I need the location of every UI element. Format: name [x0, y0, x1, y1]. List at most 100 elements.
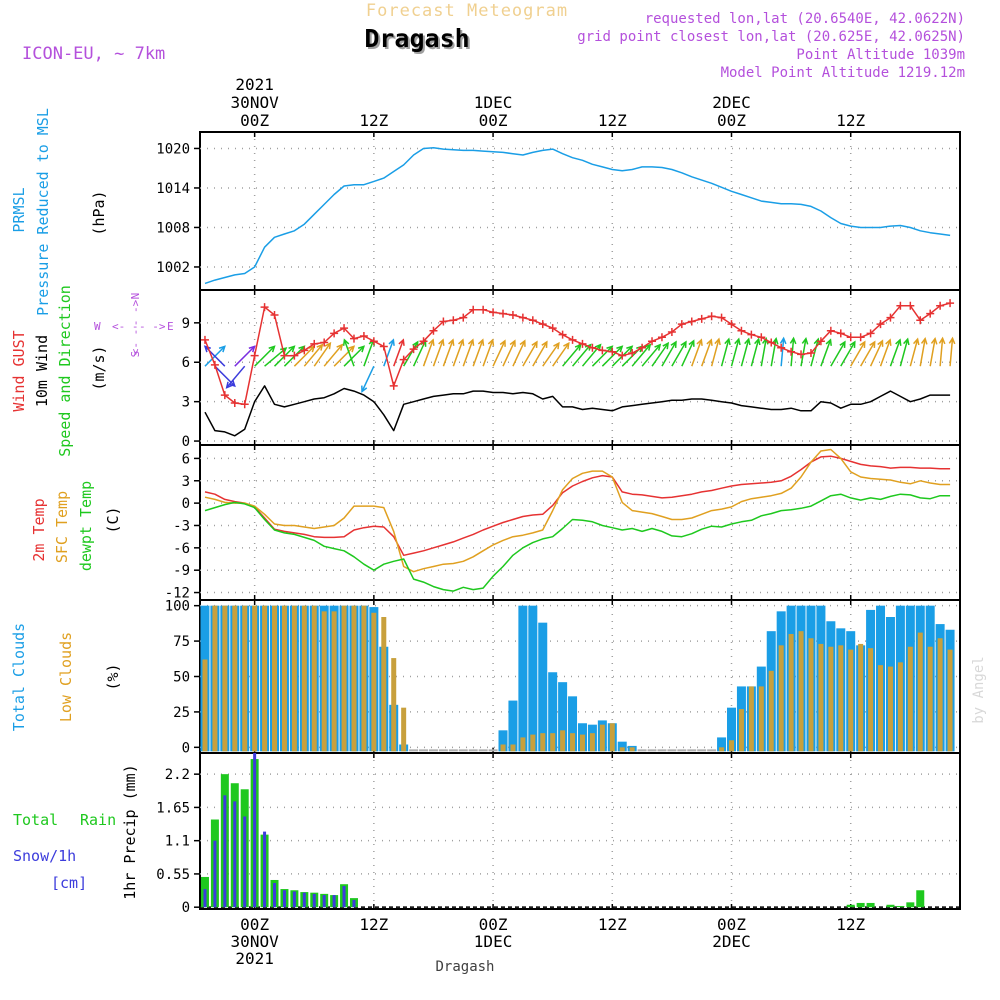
low-clouds-bar — [838, 645, 844, 752]
wind-unit: (m/s) — [90, 345, 108, 390]
snow-bar — [233, 801, 237, 908]
snow-bar — [302, 892, 306, 908]
series-2m-temp-line — [204, 455, 951, 557]
wind-arrow-head — [347, 345, 356, 353]
wind-direction-arrow — [750, 338, 760, 367]
wind-gust-marker — [429, 326, 438, 335]
wind-gust-marker — [826, 326, 835, 335]
low-clouds-bar — [212, 605, 218, 752]
low-clouds-bar — [947, 649, 953, 752]
total-clouds-bar — [727, 707, 737, 752]
wind-gust-marker — [816, 337, 825, 346]
wind-arrow-head — [948, 336, 956, 345]
wind-direction-arrow — [691, 339, 703, 367]
temp-2m-label: 2m Temp — [30, 498, 48, 561]
wind-gust-marker — [489, 308, 498, 317]
wind-arrow-head — [428, 338, 435, 346]
bottom-axis-label: 00Z — [240, 915, 269, 934]
snow-bar — [352, 899, 356, 908]
wind-gust-marker — [866, 329, 875, 338]
top-axis-label: 12Z — [359, 111, 388, 130]
wind-direction-arrow — [671, 341, 687, 367]
wind-arrow-head — [458, 338, 465, 346]
temp-unit: (C) — [104, 506, 122, 533]
wind-gust-marker — [727, 320, 736, 329]
wind-direction-arrow — [879, 339, 891, 367]
bottom-axis-label: 12Z — [836, 915, 865, 934]
wind-gust-marker — [946, 299, 955, 308]
clear-sky-bar — [438, 749, 448, 752]
wind-gust-marker — [479, 305, 488, 314]
grid-point-coords: grid point closest lon,lat (20.625E, 42.… — [577, 29, 965, 45]
low-clouds-bar — [272, 605, 278, 752]
watermark: by Angel — [971, 656, 987, 723]
low-clouds-bar — [589, 733, 595, 752]
wind-arrow-head — [913, 337, 920, 346]
wind-direction-arrow — [909, 338, 919, 367]
wind-panel: 0 3 6 9 — [182, 289, 961, 450]
wind-gust-marker — [667, 328, 676, 337]
chart-subtitle: Forecast Meteogram — [366, 1, 568, 21]
wind-direction-arrow — [730, 338, 740, 367]
y-tick-label: 0 — [182, 900, 190, 916]
total-clouds-label: Total Clouds — [10, 623, 28, 731]
wind-gust-marker — [260, 303, 269, 312]
wind-direction-arrow — [403, 341, 419, 367]
total-clouds-bar — [617, 741, 627, 752]
wind-arrow-head — [662, 341, 670, 350]
wind-gust-marker — [220, 391, 229, 400]
wind-direction-arrow — [502, 340, 516, 367]
wind-direction-arrow — [820, 339, 832, 367]
wind-gust-marker — [836, 329, 845, 338]
low-clouds-bar — [341, 605, 347, 752]
low-clouds-bar — [311, 605, 317, 752]
snow-bar — [342, 886, 346, 908]
wind-arrow-head — [388, 338, 395, 346]
low-clouds-bar — [232, 605, 238, 752]
wind-direction-arrow — [651, 342, 669, 367]
wind-gust-marker — [538, 320, 547, 329]
wind-direction-arrow — [254, 345, 275, 367]
top-axis-label: 00Z — [717, 111, 746, 130]
wind-direction-arrow — [361, 365, 375, 392]
snow-bar — [263, 831, 267, 908]
low-clouds-bar — [808, 638, 814, 752]
wind-arrow-head — [903, 337, 910, 346]
y-tick-label: -12 — [165, 586, 190, 602]
temp-dewpt-label: dewpt Temp — [77, 481, 95, 571]
y-tick-label: 1.65 — [156, 800, 190, 816]
wind-arrow-head — [644, 343, 652, 351]
bottom-axis-label: 12Z — [598, 915, 627, 934]
total-clouds-bar — [518, 605, 528, 752]
wind-arrow-head — [654, 343, 662, 351]
wind-direction-arrow — [780, 338, 785, 367]
snow-bar — [243, 816, 247, 908]
model-name: ICON-EU, ~ 7km — [22, 44, 165, 64]
wind-direction-arrow — [264, 347, 287, 367]
wind-arrow-head — [288, 345, 296, 353]
wind-gust-marker — [528, 316, 537, 325]
top-axis-label: 30NOV — [231, 93, 280, 112]
temperature-panel: -12 -9 -6 -3 0 3 6 — [165, 444, 961, 602]
y-tick-label: -9 — [173, 563, 190, 579]
clear-sky-bar — [409, 749, 419, 752]
wind-direction-arrow — [522, 341, 538, 367]
wind-direction-arrow — [313, 342, 331, 367]
wind-arrow-head — [825, 338, 832, 346]
panel-frame — [199, 444, 961, 601]
wind-gust-marker — [846, 333, 855, 342]
wind-direction-arrow — [700, 339, 712, 367]
wind-arrow-head — [218, 345, 226, 353]
wind-arrow-head — [724, 337, 731, 346]
wind-gust-marker — [240, 400, 249, 409]
top-axis-label: 2021 — [235, 75, 274, 94]
low-clouds-bar — [570, 733, 576, 752]
wind-gust-label: Wind GUST — [10, 330, 28, 411]
wind-gust-marker — [330, 329, 339, 338]
series-dewpt-temp-line — [204, 493, 951, 592]
location-title: Dragash — [364, 24, 469, 53]
wind-gust-marker — [389, 381, 398, 390]
wind-direction-arrow — [432, 339, 444, 367]
low-clouds-bar — [729, 740, 735, 752]
